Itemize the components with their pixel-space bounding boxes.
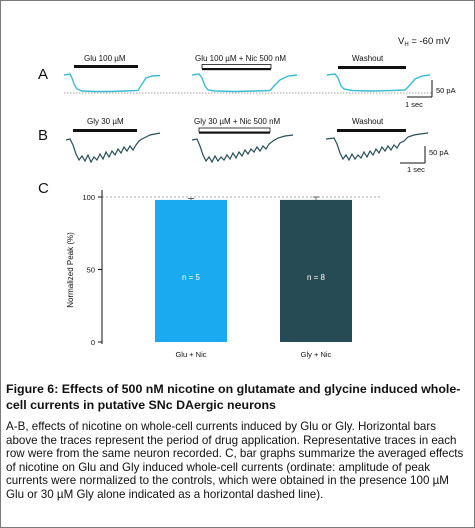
- y-axis-label: Normalized Peak (%): [66, 232, 75, 308]
- drug-label-washout-b: Washout: [352, 117, 384, 126]
- panel-a-label: A: [38, 66, 48, 83]
- trace-gly: [65, 132, 161, 164]
- application-bar-gly: [73, 129, 137, 132]
- drug-label-glu-nic: Glu 100 µM + Nic 500 nM: [195, 54, 286, 63]
- drug-label-glu: Glu 100 µM: [84, 54, 126, 63]
- scale-label-current-a: 50 pA: [436, 86, 456, 95]
- bar-n-label: n = 5: [182, 273, 201, 282]
- bar-n-label: n = 8: [307, 273, 326, 282]
- panel-b: B Gly 30 µM Gly 30 µM + Nic 500 nM Washo…: [38, 117, 449, 174]
- application-bar-washout: [338, 66, 406, 69]
- trace-washout: [326, 73, 431, 92]
- bar-gly-nic: [280, 199, 352, 342]
- application-bar-gly-nic: [199, 131, 270, 134]
- y-tick-label: 0: [91, 338, 95, 347]
- trace-gly-nic: [191, 134, 294, 164]
- panel-c-label: C: [38, 180, 49, 197]
- holding-potential: VH = -60 mV: [398, 36, 451, 48]
- drug-label-washout: Washout: [352, 54, 384, 63]
- application-bar-gly-nic-outline: [198, 127, 271, 133]
- figure-caption-title: Figure 6: Effects of 500 nM nicotine on …: [6, 382, 461, 412]
- trace-glu: [63, 73, 161, 93]
- panel-a: A Glu 100 µM Glu 100 µM + Nic 500 nM Was…: [38, 54, 456, 109]
- panel-c: C Normalized Peak (%) 0 50 100 n = 5 Glu + …: [38, 180, 380, 359]
- y-tick-label: 50: [87, 266, 95, 275]
- y-tick-label: 100: [82, 193, 95, 202]
- figure-caption-body: A-B, effects of nicotine on whole-cell c…: [6, 420, 464, 501]
- scale-label-current-b: 50 pA: [429, 148, 449, 157]
- application-bar-glu-nic-outline: [201, 64, 272, 69]
- figure-6: VH = -60 mV A Glu 100 µM Glu 100 µM + Ni…: [38, 36, 456, 359]
- drug-label-gly: Gly 30 µM: [87, 117, 124, 126]
- trace-glu-nic: [191, 73, 298, 93]
- application-bar-glu: [74, 65, 138, 68]
- scale-label-time-b: 1 sec: [407, 165, 425, 174]
- application-bar-washout-b: [337, 129, 406, 132]
- trace-washout-b: [325, 132, 429, 162]
- application-bar-glu-nic: [202, 68, 271, 71]
- x-category-label: Glu + Nic: [175, 350, 206, 359]
- x-category-label: Gly + Nic: [301, 350, 332, 359]
- panel-b-label: B: [38, 127, 48, 144]
- scale-label-time-a: 1 sec: [405, 100, 423, 109]
- drug-label-gly-nic: Gly 30 µM + Nic 500 nM: [194, 117, 281, 126]
- bar-glu-nic: [155, 199, 227, 342]
